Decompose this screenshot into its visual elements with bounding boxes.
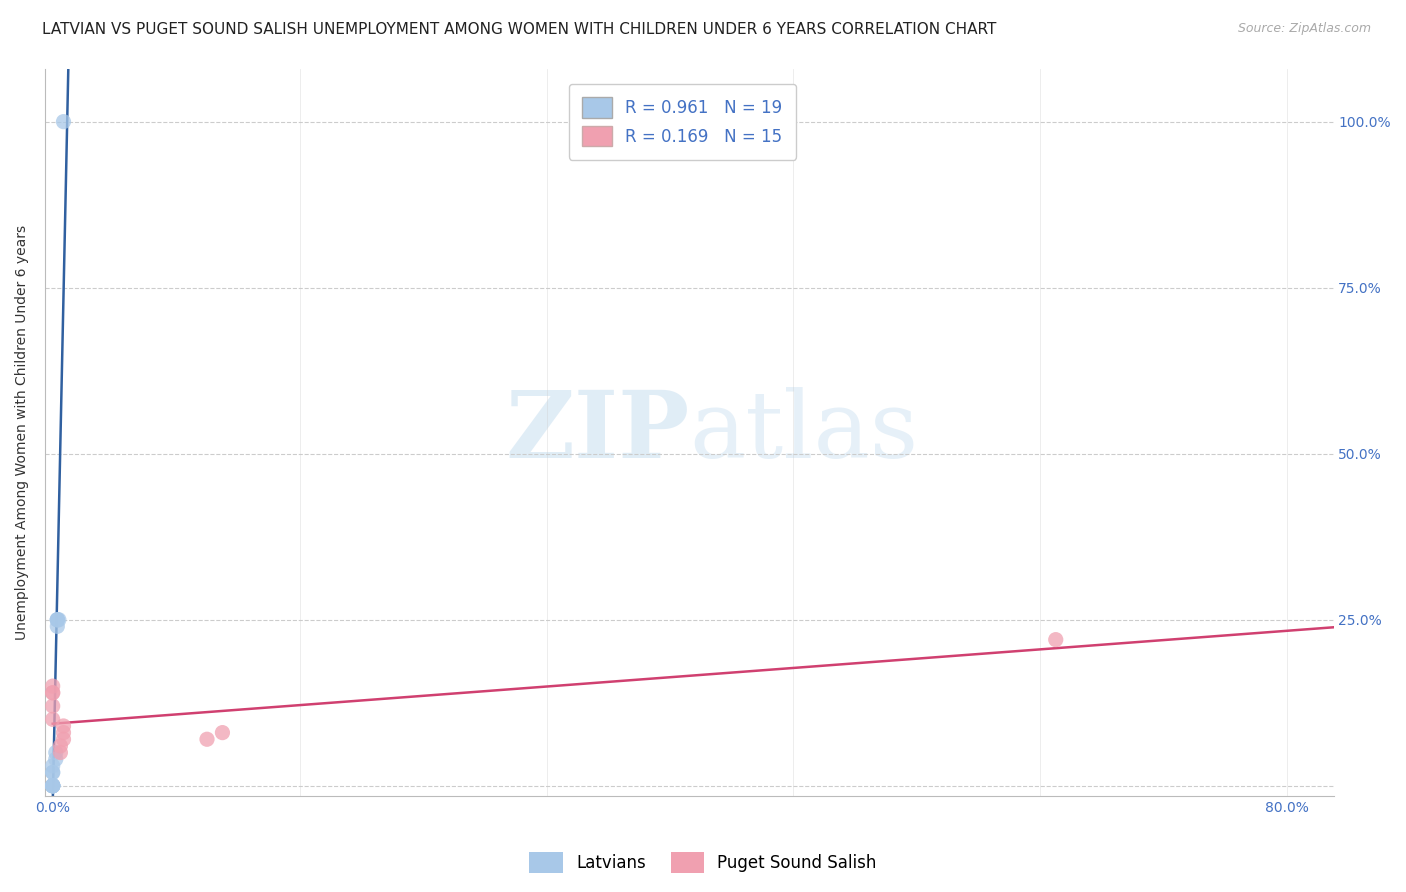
Text: ZIP: ZIP [505,387,689,477]
Point [46,613,69,627]
Point [52,114,75,128]
Point [45,752,67,766]
Legend: R = 0.961   N = 19, R = 0.169   N = 15: R = 0.961 N = 19, R = 0.169 N = 15 [568,84,796,160]
Point [52,732,75,747]
Point [41,779,63,793]
Point [211,725,233,739]
Point [46,613,69,627]
Point [41,779,63,793]
Point [46,613,69,627]
Point [1045,632,1067,647]
Point [49,739,72,753]
Point [52,719,75,733]
Point [48,613,70,627]
Point [41,679,63,693]
Point [41,765,63,780]
Point [41,779,63,793]
Text: Source: ZipAtlas.com: Source: ZipAtlas.com [1237,22,1371,36]
Point [41,699,63,714]
Point [41,759,63,773]
Point [41,779,63,793]
Point [41,779,63,793]
Point [41,686,63,700]
Point [41,779,63,793]
Point [52,725,75,739]
Point [45,746,67,760]
Text: atlas: atlas [689,387,918,477]
Point [41,779,63,793]
Point [46,619,69,633]
Point [41,686,63,700]
Point [49,746,72,760]
Point [41,712,63,726]
Point [41,765,63,780]
Point [195,732,218,747]
Point [41,779,63,793]
Legend: Latvians, Puget Sound Salish: Latvians, Puget Sound Salish [523,846,883,880]
Text: LATVIAN VS PUGET SOUND SALISH UNEMPLOYMENT AMONG WOMEN WITH CHILDREN UNDER 6 YEA: LATVIAN VS PUGET SOUND SALISH UNEMPLOYME… [42,22,997,37]
Y-axis label: Unemployment Among Women with Children Under 6 years: Unemployment Among Women with Children U… [15,225,30,640]
